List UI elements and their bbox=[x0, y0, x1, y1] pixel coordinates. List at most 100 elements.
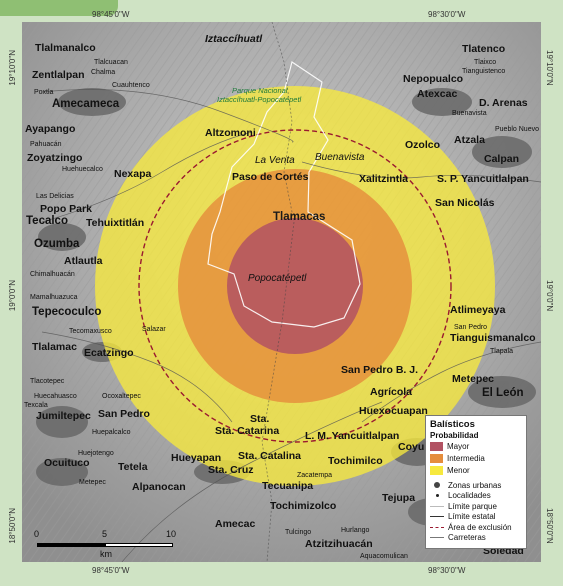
label-buenavista-ne: Buenavista bbox=[452, 110, 487, 117]
label-tlalcuacan: Tlalcuacan bbox=[94, 59, 128, 66]
label-ecatzingo: Ecatzingo bbox=[84, 347, 134, 359]
park-boundary-line bbox=[207, 61, 361, 328]
label-salazar: Salazar bbox=[142, 326, 166, 333]
swatch-intermedia bbox=[430, 454, 443, 463]
legend-label-mayor: Mayor bbox=[447, 442, 470, 451]
exclusion-area-line bbox=[138, 129, 452, 443]
label-zacatempa: Zacatempa bbox=[297, 472, 333, 479]
map-panel[interactable]: Iztaccíhuatl Parque Nacional Iztaccíhuat… bbox=[22, 22, 541, 562]
label-popocatepetl: Popocatépetl bbox=[248, 273, 307, 284]
label-tlaixco: Tlaixco bbox=[474, 59, 497, 66]
scale-unit: km bbox=[100, 549, 112, 559]
legend-label-park-limit: Límite parque bbox=[448, 501, 497, 511]
label-altzomoni: Altzomoni bbox=[205, 127, 256, 139]
label-xalitzintla: Xalitzintla bbox=[359, 173, 409, 185]
legend-urban: Zonas urbanas bbox=[430, 480, 522, 491]
label-ozumba: Ozumba bbox=[34, 238, 80, 250]
urban-area-el-leon bbox=[468, 376, 536, 408]
label-pueblo-nuevo: Pueblo Nuevo bbox=[495, 126, 539, 133]
label-mamalhuazuca: Mamalhuazuca bbox=[30, 294, 78, 301]
label-tecalco: Tecalco bbox=[26, 215, 68, 227]
label-tecomaxusco: Tecomaxusco bbox=[69, 328, 112, 335]
label-las-delicias: Las Delicias bbox=[36, 193, 74, 200]
legend-item-mayor: Mayor bbox=[430, 441, 522, 452]
label-ozolco: Ozolco bbox=[405, 139, 441, 151]
legend-label-urban: Zonas urbanas bbox=[448, 480, 502, 490]
label-tianguistenco: Tianguistenco bbox=[462, 68, 506, 75]
label-buenavista: Buenavista bbox=[315, 152, 365, 163]
legend-roads: Carreteras bbox=[430, 533, 522, 544]
label-park-line1: Parque Nacional bbox=[232, 86, 288, 95]
coord-top-left: 98°45'0"W bbox=[92, 10, 130, 19]
coord-left-top: 19°10'0"N bbox=[8, 50, 17, 86]
label-tlatenco: Tlatenco bbox=[462, 43, 506, 55]
label-paso-de-cortes: Paso de Cortés bbox=[232, 171, 309, 183]
label-metepec-w: Metepec bbox=[79, 479, 106, 486]
coord-right-mid: 19°0'0"N bbox=[545, 280, 554, 312]
state-boundary-line-icon bbox=[430, 512, 444, 521]
legend-label-roads: Carreteras bbox=[448, 533, 486, 543]
urban-area-ozumba bbox=[38, 223, 86, 251]
label-iztaccihuatl: Iztaccíhuatl bbox=[205, 33, 263, 45]
label-agricola: Agrícola bbox=[370, 386, 413, 398]
label-huepalcalco: Huepalcalco bbox=[92, 429, 131, 436]
label-lm-yancuitlalpan: L. M. Yancuitlalpan bbox=[305, 430, 400, 442]
label-tulcingo: Tulcingo bbox=[285, 529, 312, 536]
urban-area-jumiltepec bbox=[36, 406, 88, 438]
label-sta-cruz: Sta. Cruz bbox=[208, 464, 254, 476]
road-line-icon bbox=[430, 533, 444, 542]
scale-tick-10: 10 bbox=[166, 529, 177, 539]
coord-bottom-left: 98°45'0"W bbox=[92, 566, 130, 575]
label-huehuecalco: Huehuecalco bbox=[62, 166, 103, 173]
urban-area-ocuituco bbox=[36, 458, 88, 486]
label-ocoxaltepec: Ocoxaltepec bbox=[102, 393, 141, 400]
coord-left-mid: 19°0'0"N bbox=[8, 280, 17, 312]
locality-icon bbox=[430, 491, 444, 500]
legend-label-menor: Menor bbox=[447, 466, 470, 475]
label-tecuanipa: Tecuanipa bbox=[262, 480, 314, 492]
coord-top-right: 98°30'0"W bbox=[428, 10, 466, 19]
label-nexapa: Nexapa bbox=[114, 168, 152, 180]
urban-zone-icon bbox=[430, 481, 444, 490]
label-ocuituco: Ocuituco bbox=[44, 457, 90, 469]
label-popo-park: Popo Park bbox=[40, 203, 92, 215]
label-tlalamac: Tlalamac bbox=[32, 341, 77, 353]
label-atzitzihuacan: Atzitzihuacán bbox=[305, 538, 373, 550]
label-metepec-e: Metepec bbox=[452, 373, 495, 385]
label-chimalhuacan: Chimalhuacán bbox=[30, 271, 75, 278]
label-aquacomulican: Aquacomulican bbox=[360, 553, 408, 560]
state-boundary-line bbox=[261, 22, 295, 562]
figure-tab bbox=[0, 0, 118, 16]
legend-park-limit: Límite parque bbox=[430, 501, 522, 512]
label-huecahuasco: Huecahuasco bbox=[34, 393, 77, 400]
label-atexcac: Atexcac bbox=[417, 88, 458, 100]
label-texcala: Texcala bbox=[24, 402, 48, 409]
scale-tick-5: 5 bbox=[102, 529, 108, 539]
swatch-menor bbox=[430, 466, 443, 475]
label-calpan: Calpan bbox=[484, 153, 520, 165]
label-chalma: Chalma bbox=[91, 69, 116, 76]
label-san-pedro-e: San Pedro bbox=[454, 324, 488, 331]
legend-exclusion: Área de exclusión bbox=[430, 522, 522, 533]
label-hurlango: Hurlango bbox=[341, 527, 370, 534]
coord-bottom-right: 98°30'0"W bbox=[428, 566, 466, 575]
label-el-leon: El León bbox=[482, 387, 524, 399]
legend-title: Balísticos bbox=[430, 419, 475, 430]
label-tochimilco: Tochimilco bbox=[328, 455, 383, 467]
legend-state-limit: Límite estatal bbox=[430, 512, 522, 523]
scale-bar bbox=[34, 540, 174, 552]
label-sp-yancuitlalpan: S. P. Yancuitlalpan bbox=[437, 173, 529, 185]
coord-right-bottom: 18°50'0"N bbox=[545, 508, 554, 544]
legend-label-state-limit: Límite estatal bbox=[448, 512, 496, 522]
label-tlacotepec: Tlacotepec bbox=[30, 378, 65, 385]
label-sta-catalina: Sta. Catalina bbox=[238, 450, 302, 462]
label-soledad: Soledad bbox=[483, 545, 524, 557]
urban-area-calpan bbox=[472, 136, 532, 168]
label-san-nicolas: San Nicolás bbox=[435, 197, 495, 209]
label-zoyatzingo: Zoyatzingo bbox=[27, 152, 83, 164]
label-tochimizolco: Tochimizolco bbox=[270, 500, 337, 512]
label-pahuacan: Pahuacán bbox=[30, 141, 62, 148]
label-d-arenas: D. Arenas bbox=[479, 97, 528, 109]
urban-area-atexcac bbox=[412, 88, 472, 116]
